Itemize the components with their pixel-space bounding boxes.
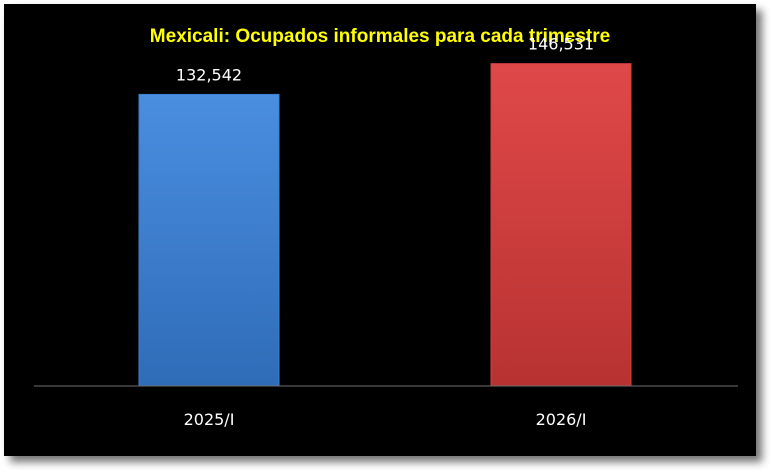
labels-layer: 132,542 2025/I 146,531 2026/I	[176, 35, 594, 429]
bar-chart: 132,542 2025/I 146,531 2026/I	[34, 35, 738, 429]
data-label-2025/I: 132,542	[176, 65, 242, 84]
chart-frame: Mexicali: Ocupados informales para cada …	[4, 4, 756, 456]
bar-2025/I	[138, 93, 280, 387]
bar-2026/I	[490, 63, 632, 387]
x-tick-label-2026/I: 2026/I	[536, 410, 587, 429]
x-tick-label-2025/I: 2025/I	[184, 410, 235, 429]
bars-layer	[138, 63, 632, 387]
chart-title: Mexicali: Ocupados informales para cada …	[149, 26, 611, 47]
data-label-2026/I: 146,531	[528, 35, 594, 54]
